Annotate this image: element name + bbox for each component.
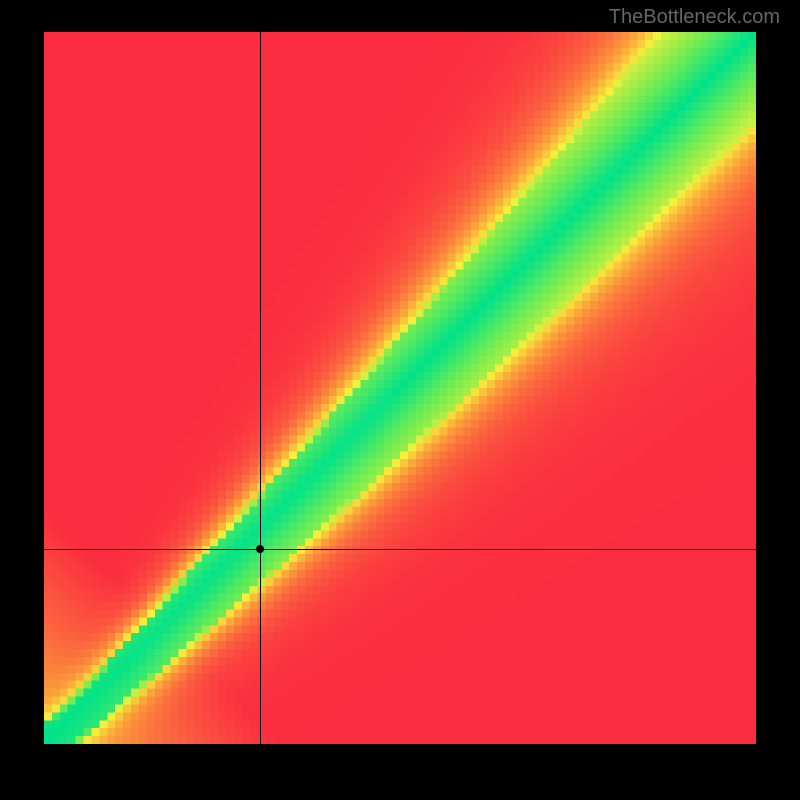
crosshair-horizontal: [44, 549, 756, 550]
heatmap-canvas: [44, 32, 756, 744]
marker-dot: [256, 545, 264, 553]
heatmap-plot: [44, 32, 756, 744]
crosshair-vertical: [260, 32, 261, 744]
watermark-text: TheBottleneck.com: [609, 6, 780, 29]
